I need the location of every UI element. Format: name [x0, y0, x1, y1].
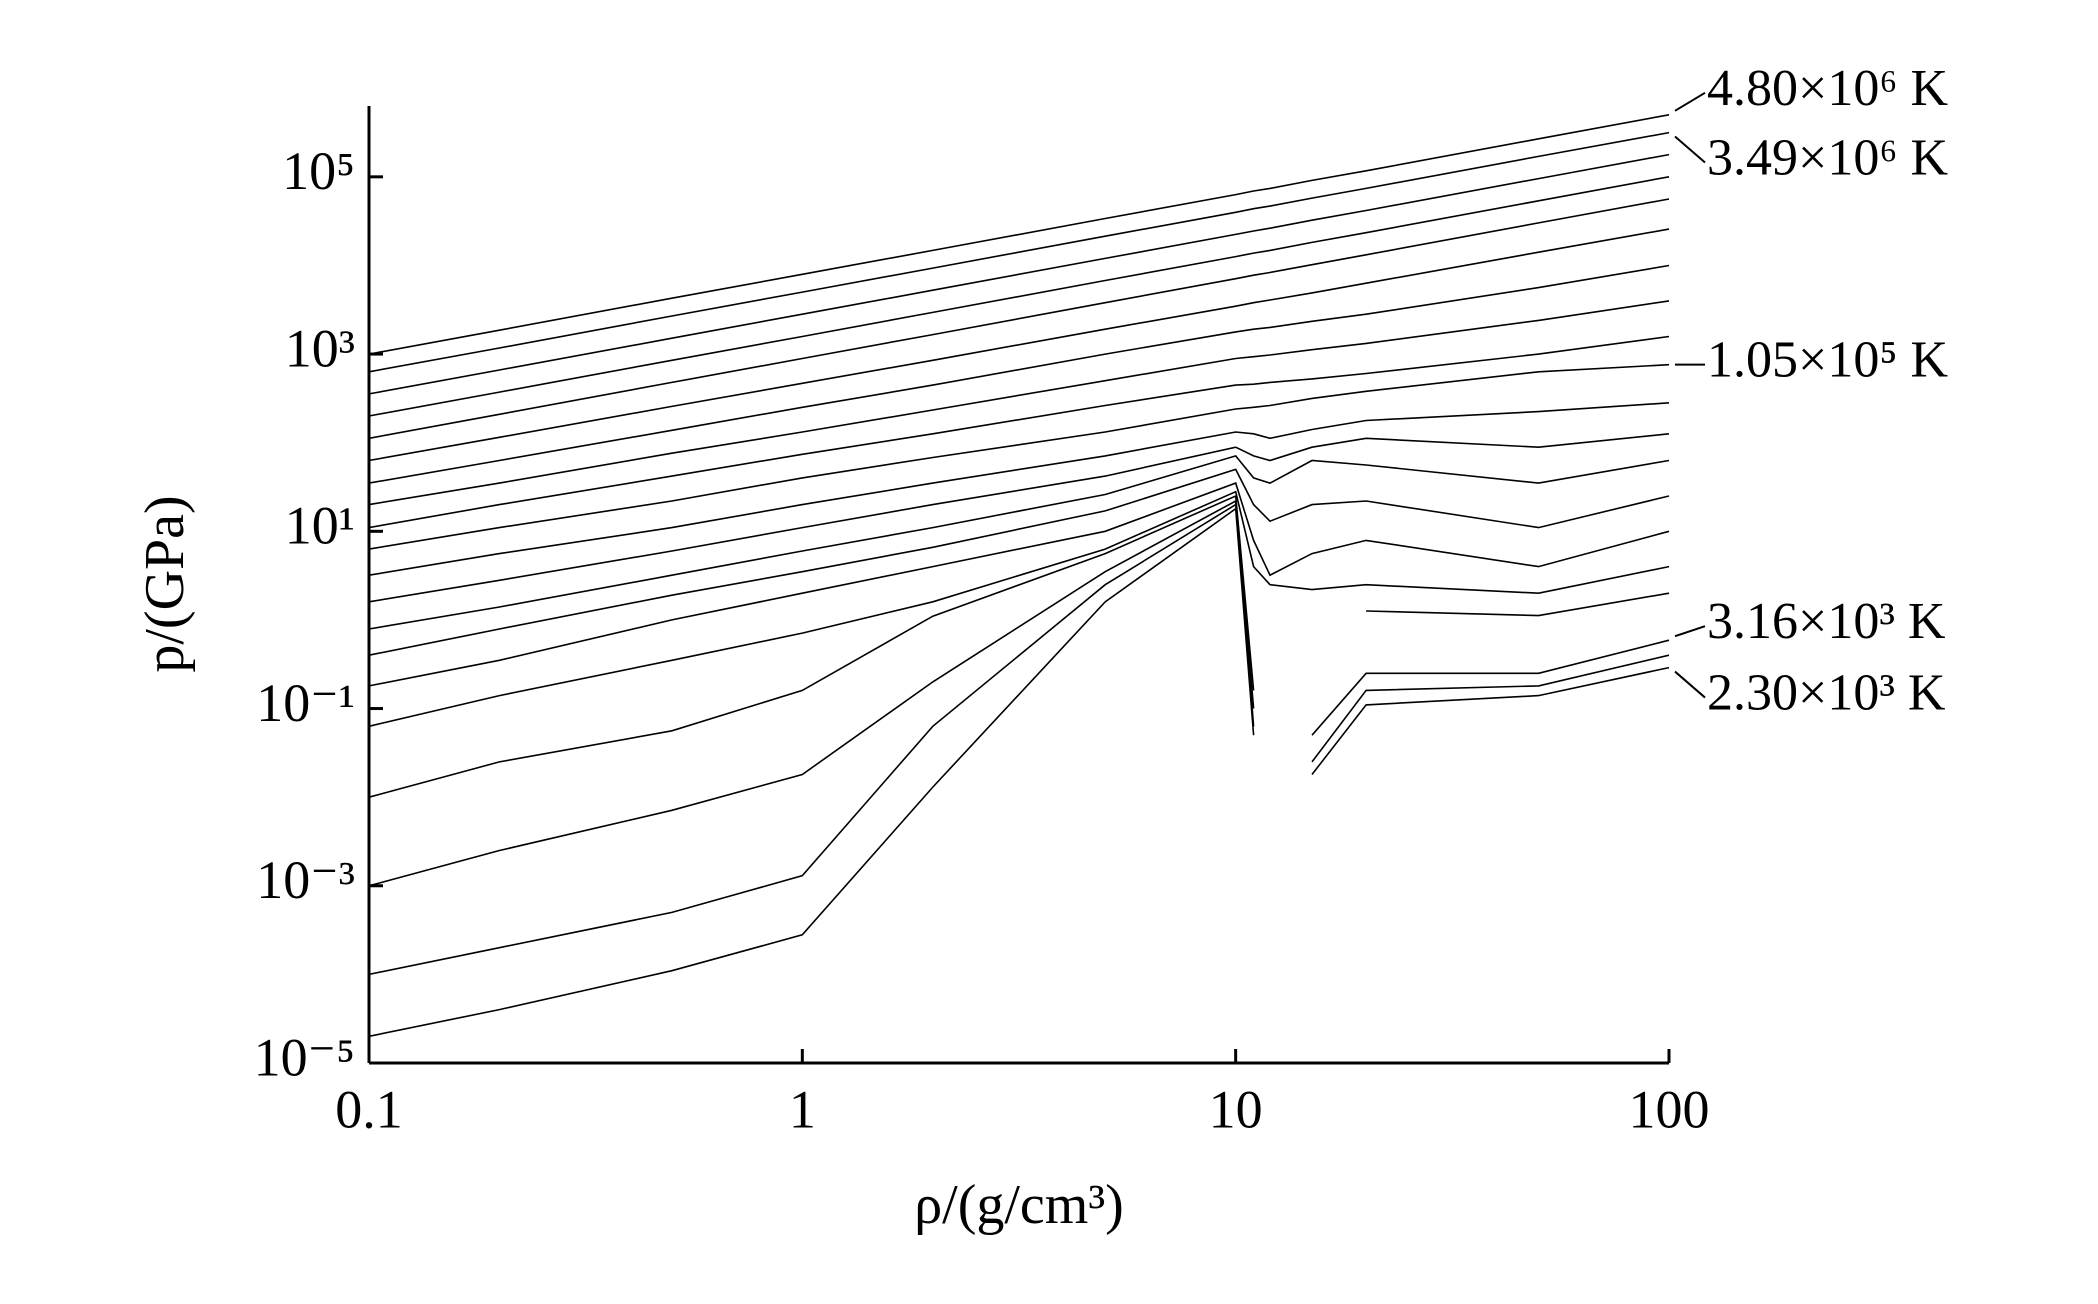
isotherm-line: [368, 300, 1670, 506]
isotherm-line: [368, 499, 1670, 887]
label-arrow: [1674, 625, 1706, 638]
series-label: 4.80×10⁶ K: [1707, 60, 1948, 117]
x-tick-label: 1: [789, 1079, 816, 1139]
isotherm-line: [368, 454, 1670, 630]
series-label: 3.49×10⁶ K: [1707, 129, 1948, 186]
label-arrow: [1674, 670, 1706, 699]
isotherm-line: [368, 153, 1670, 395]
x-tick-label: 100: [1629, 1079, 1710, 1139]
y-tick-label: 10⁻³: [256, 850, 355, 910]
isotherm-line: [368, 494, 1670, 798]
isotherm-line: [368, 228, 1670, 462]
x-tick-label: 0.1: [335, 1079, 403, 1139]
isotherm-line: [368, 198, 1670, 440]
isotherm-line: [368, 402, 1670, 576]
label-arrow: [1674, 91, 1706, 112]
y-tick-label: 10⁻⁵: [254, 1027, 355, 1087]
y-tick-label: 10¹: [285, 496, 355, 556]
isotherm-line: [368, 507, 1670, 1038]
isotherm-line: [368, 433, 1670, 603]
isotherm-line: [368, 468, 1670, 656]
x-axis-label: ρ/(g/cm³): [914, 1174, 1124, 1236]
y-tick-label: 10³: [285, 318, 355, 378]
isotherm-line: [368, 363, 1670, 550]
y-tick-label: 10⁵: [282, 141, 355, 201]
series-label: 3.16×10³ K: [1707, 593, 1946, 650]
isotherm-line: [368, 131, 1670, 373]
label-arrow: [1674, 135, 1706, 164]
isotherm-line: [368, 482, 1670, 687]
y-tick-label: 10⁻¹: [256, 673, 355, 733]
isotherm-line: [368, 335, 1670, 529]
isotherm-line: [368, 503, 1670, 976]
series-label: 2.30×10³ K: [1707, 664, 1946, 721]
isotherm-line: [368, 490, 1670, 728]
x-tick-label: 10: [1209, 1079, 1263, 1139]
isotherm-line: [368, 114, 1670, 355]
isotherm-line: [368, 264, 1670, 484]
isotherm-line: [368, 176, 1670, 417]
y-axis-label: p/(GPa): [134, 495, 196, 672]
series-label: 1.05×10⁵ K: [1707, 332, 1948, 389]
